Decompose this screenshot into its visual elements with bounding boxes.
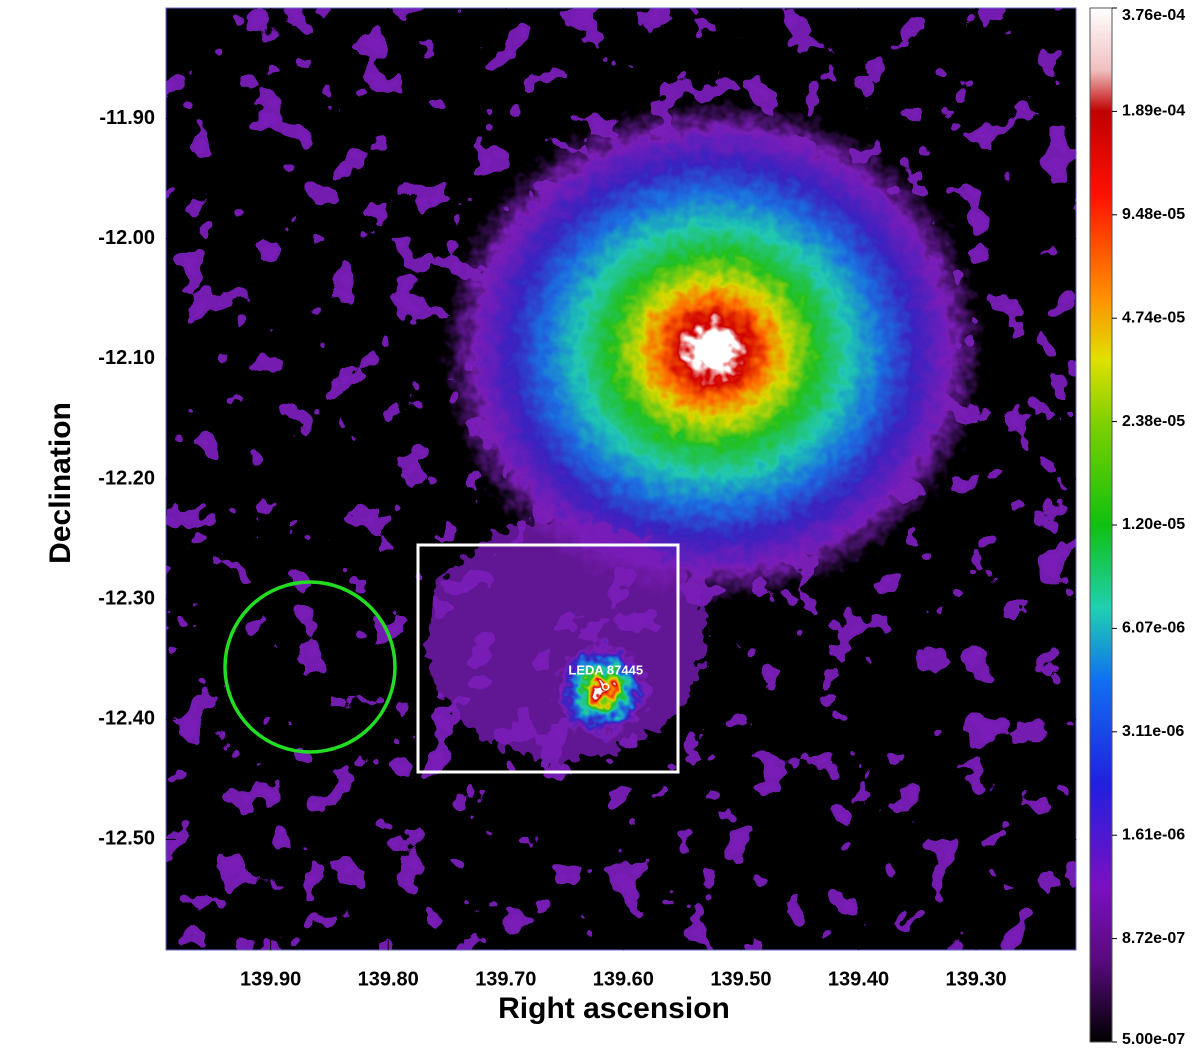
x-tick-label: 139.30 <box>945 968 1006 990</box>
cluster-emission <box>443 100 983 600</box>
y-tick-label: -12.30 <box>98 587 155 609</box>
colorbar-tick-label: 5.00e-07 <box>1122 1031 1185 1048</box>
colorbar-tick-label: 3.11e-06 <box>1122 723 1184 740</box>
group-halo <box>425 520 705 760</box>
colorbar-tick-label: 2.38e-05 <box>1122 413 1185 430</box>
image <box>166 8 1076 950</box>
x-tick-label: 139.90 <box>240 968 301 990</box>
colorbar-tick-label: 9.48e-05 <box>1122 206 1185 223</box>
y-tick-label: -12.10 <box>98 347 155 369</box>
x-tick-label: 139.80 <box>358 968 419 990</box>
colorbar-tick-label: 3.76e-04 <box>1122 7 1185 24</box>
colorbar <box>1089 7 1113 1043</box>
colorbar-tick-label: 8.72e-07 <box>1122 930 1185 947</box>
colorbar-tick-label: 1.61e-06 <box>1122 826 1185 843</box>
background-region <box>223 580 397 754</box>
group-emission <box>554 642 650 738</box>
x-tick-label: 139.40 <box>828 968 889 990</box>
x-tick-label: 139.60 <box>593 968 654 990</box>
zoom-region <box>416 543 680 774</box>
x-tick-label: 139.70 <box>475 968 536 990</box>
y-tick-label: -12.20 <box>98 467 155 489</box>
colorbar-tick-label: 1.89e-04 <box>1122 103 1185 120</box>
x-tick-label: 139.50 <box>710 968 771 990</box>
y-tick-label: -12.00 <box>98 227 155 249</box>
colorbar-tick-label: 1.20e-05 <box>1122 516 1185 533</box>
y-tick-label: -12.40 <box>98 708 155 730</box>
colorbar-tick-label: 6.07e-06 <box>1122 620 1185 637</box>
source-label: LEDA 87445 <box>568 662 643 677</box>
y-axis-label: Declination <box>44 402 77 564</box>
colorbar-tick-label: 4.74e-05 <box>1122 309 1185 326</box>
source-marker <box>601 683 610 691</box>
y-tick-label: -12.50 <box>98 828 155 850</box>
x-axis-label: Right ascension <box>498 992 730 1025</box>
y-tick-label: -11.90 <box>99 107 155 129</box>
